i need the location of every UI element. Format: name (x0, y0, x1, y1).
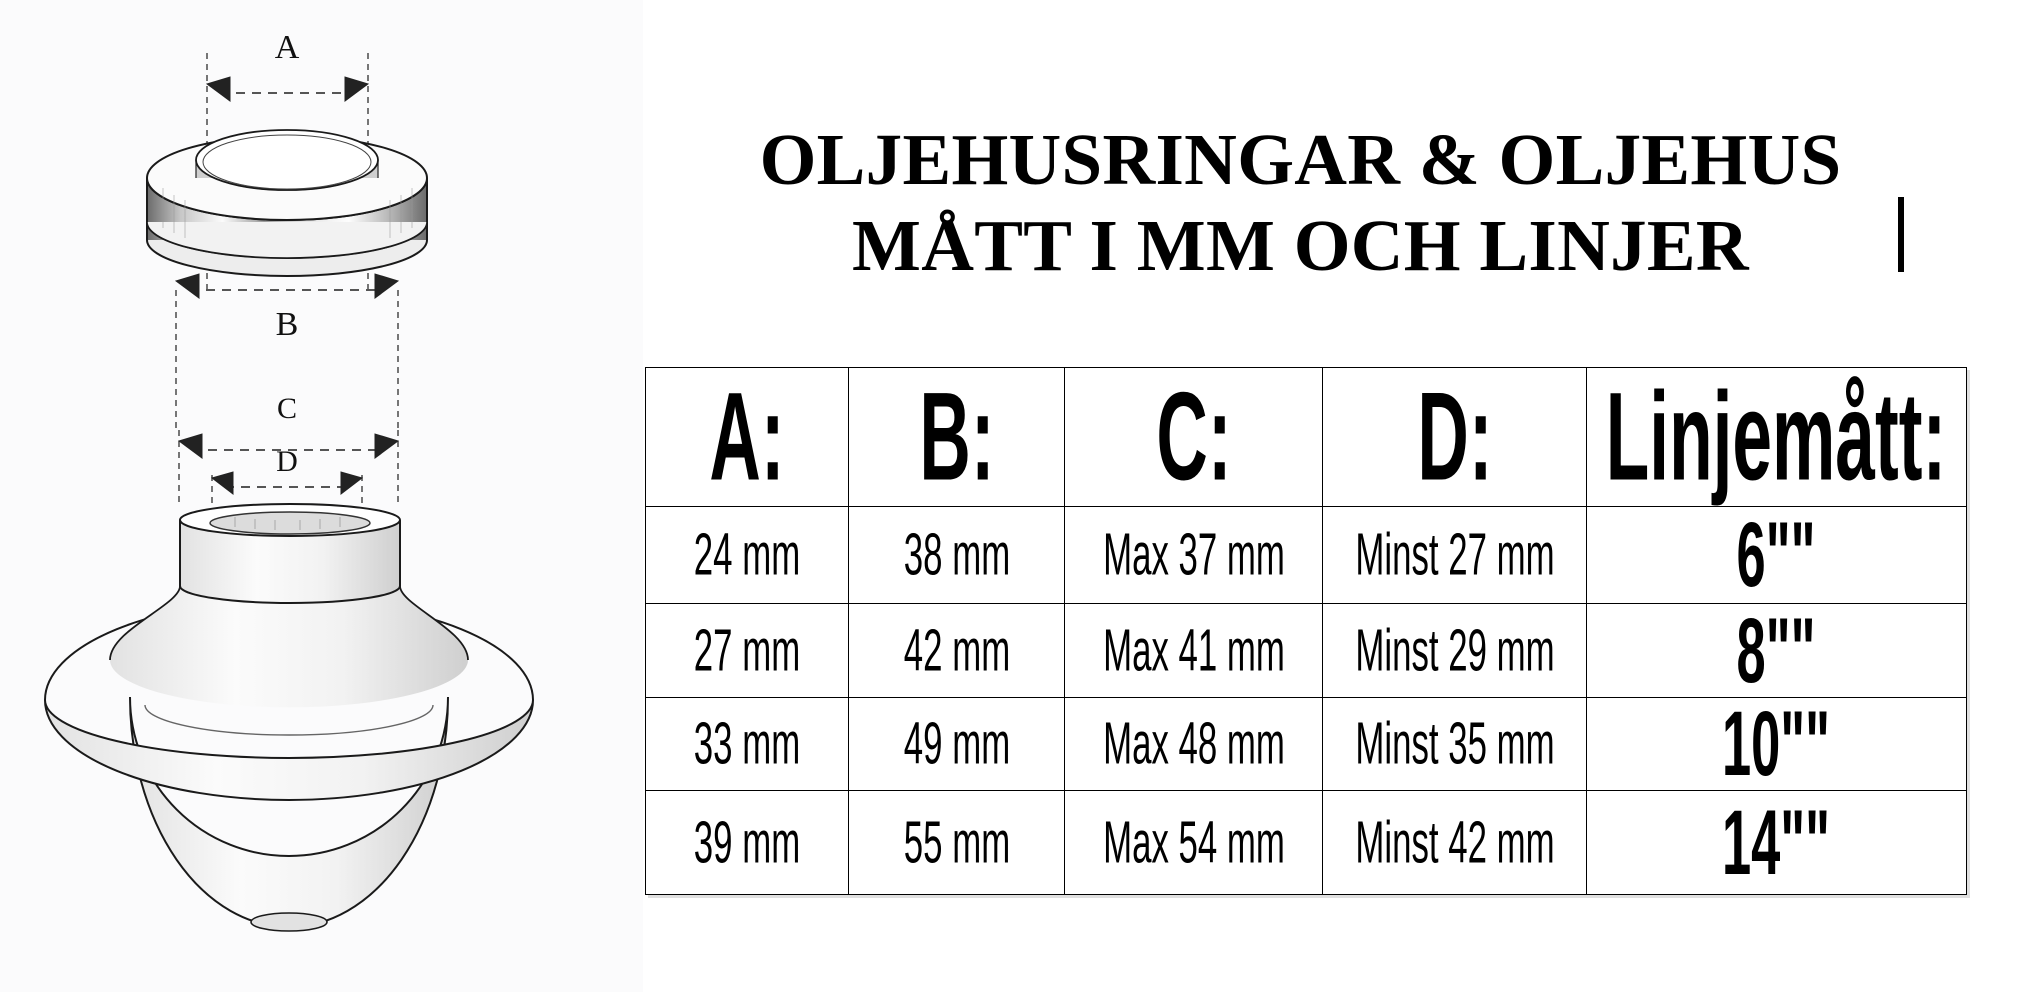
svg-text:A: A (275, 29, 300, 66)
svg-text:C: C (277, 392, 297, 425)
svg-text:B: B (276, 306, 299, 343)
svg-text:D: D (276, 445, 298, 478)
